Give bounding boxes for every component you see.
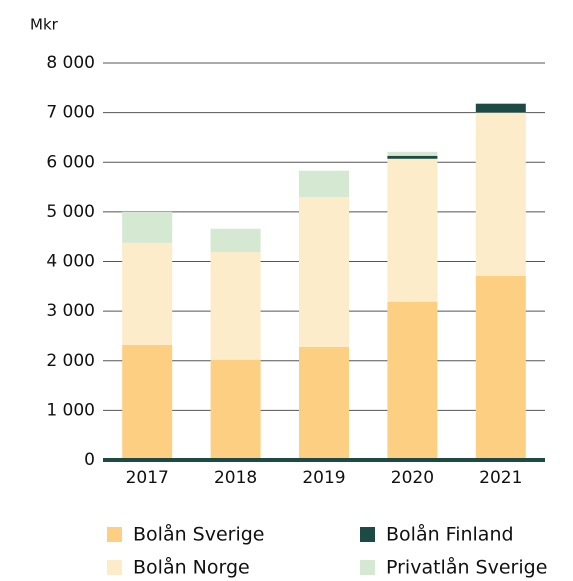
x-tick-label: 2021 xyxy=(479,468,522,488)
legend-label: Bolån Finland xyxy=(386,523,514,546)
bar-segment xyxy=(299,170,349,197)
bar-segment xyxy=(387,158,438,302)
x-tick-label: 2018 xyxy=(214,468,257,488)
legend-swatch xyxy=(107,527,122,542)
bar-segment xyxy=(475,112,526,276)
legend-swatch xyxy=(360,560,375,575)
x-tick-label: 2017 xyxy=(126,468,169,488)
legend-label: Bolån Sverige xyxy=(133,523,265,546)
bar-segment xyxy=(299,346,349,460)
y-tick-label: 8 000 xyxy=(46,53,95,73)
bar-segment xyxy=(387,301,438,460)
y-tick-label: 7 000 xyxy=(46,103,95,123)
bar-segment xyxy=(299,196,349,347)
bar-segment xyxy=(387,155,438,159)
legend-label: Privatlån Sverige xyxy=(386,556,547,579)
x-tick-label: 2020 xyxy=(391,468,434,488)
bar-segment xyxy=(475,103,526,113)
x-tick-label: 2019 xyxy=(302,468,345,488)
y-tick-label: 3 000 xyxy=(46,301,95,321)
y-tick-label: 2 000 xyxy=(46,351,95,371)
legend-swatch xyxy=(360,527,375,542)
y-tick-label: 6 000 xyxy=(46,152,95,172)
bar-segment xyxy=(387,151,438,156)
bar-segment xyxy=(122,211,173,243)
y-tick-label: 1 000 xyxy=(46,400,95,420)
y-tick-label: 5 000 xyxy=(46,202,95,222)
legend-label: Bolån Norge xyxy=(133,556,250,579)
bar-segment xyxy=(122,242,173,345)
bar-segment xyxy=(210,228,261,253)
bar-segment xyxy=(210,359,261,460)
y-tick-label: 0 xyxy=(84,450,95,470)
y-axis-label: Mkr xyxy=(30,16,59,34)
y-tick-label: 4 000 xyxy=(46,252,95,272)
bar-segment xyxy=(475,275,526,460)
bar-segment xyxy=(122,344,173,460)
bar-segment xyxy=(210,252,261,360)
legend-swatch xyxy=(107,560,122,575)
